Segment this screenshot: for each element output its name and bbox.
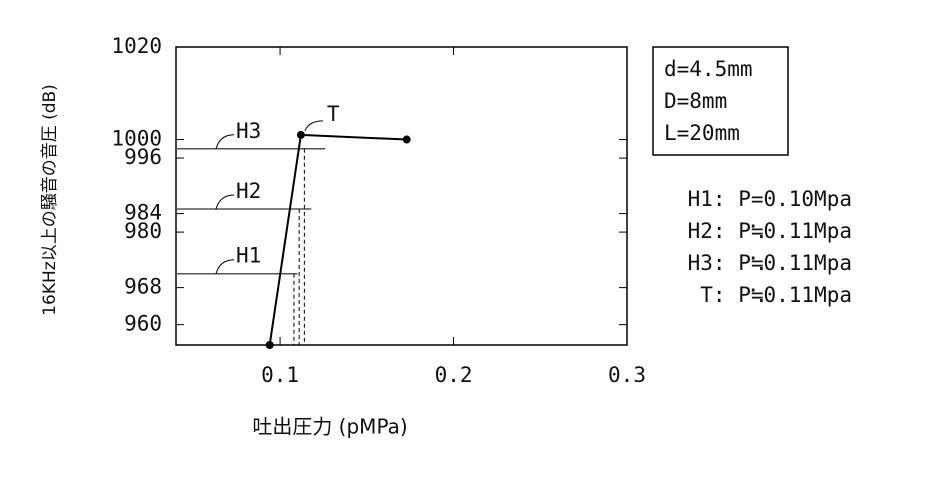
x-tick-label: 0.2 xyxy=(435,363,473,387)
legend-text: H1: P=0.10Mpa xyxy=(688,187,852,211)
y-tick-label: 996 xyxy=(124,145,162,169)
legend-text: H2: P≒0.11Mpa xyxy=(688,219,852,243)
y-tick-label: 1000 xyxy=(111,127,162,151)
reference-label: H2 xyxy=(236,179,261,203)
parameter-text: d=4.5mm xyxy=(664,57,753,81)
reference-label: H1 xyxy=(236,244,261,268)
x-tick-label: 0.1 xyxy=(261,363,299,387)
legend-text: T: P≒0.11Mpa xyxy=(700,283,852,307)
reference-label: H3 xyxy=(236,119,261,143)
y-tick-label: 1020 xyxy=(111,34,162,58)
parameter-text: D=8mm xyxy=(664,89,727,113)
y-tick-label: 984 xyxy=(124,201,162,225)
data-line xyxy=(268,133,407,346)
series-label: T xyxy=(327,102,340,126)
x-tick-label: 0.3 xyxy=(608,363,646,387)
label-leader xyxy=(215,134,235,149)
y-tick-label: 968 xyxy=(124,275,162,299)
label-leader xyxy=(215,259,235,274)
parameter-text: L=20mm xyxy=(664,121,740,145)
label-leader xyxy=(304,120,323,132)
label-leader xyxy=(215,194,235,210)
y-tick-label: 960 xyxy=(124,312,162,336)
legend-text: H3: P≒0.11Mpa xyxy=(688,251,852,275)
y-axis-label: 16KHz以上の騒音の音圧 (dB) xyxy=(40,84,60,316)
data-point xyxy=(402,135,411,144)
y-tick-label: 980 xyxy=(124,219,162,243)
data-point xyxy=(265,341,274,349)
data-point xyxy=(296,130,305,139)
parameter-box xyxy=(652,46,789,156)
x-axis-label: 吐出圧力 (pMPa) xyxy=(252,415,407,439)
plot-frame xyxy=(175,46,628,346)
